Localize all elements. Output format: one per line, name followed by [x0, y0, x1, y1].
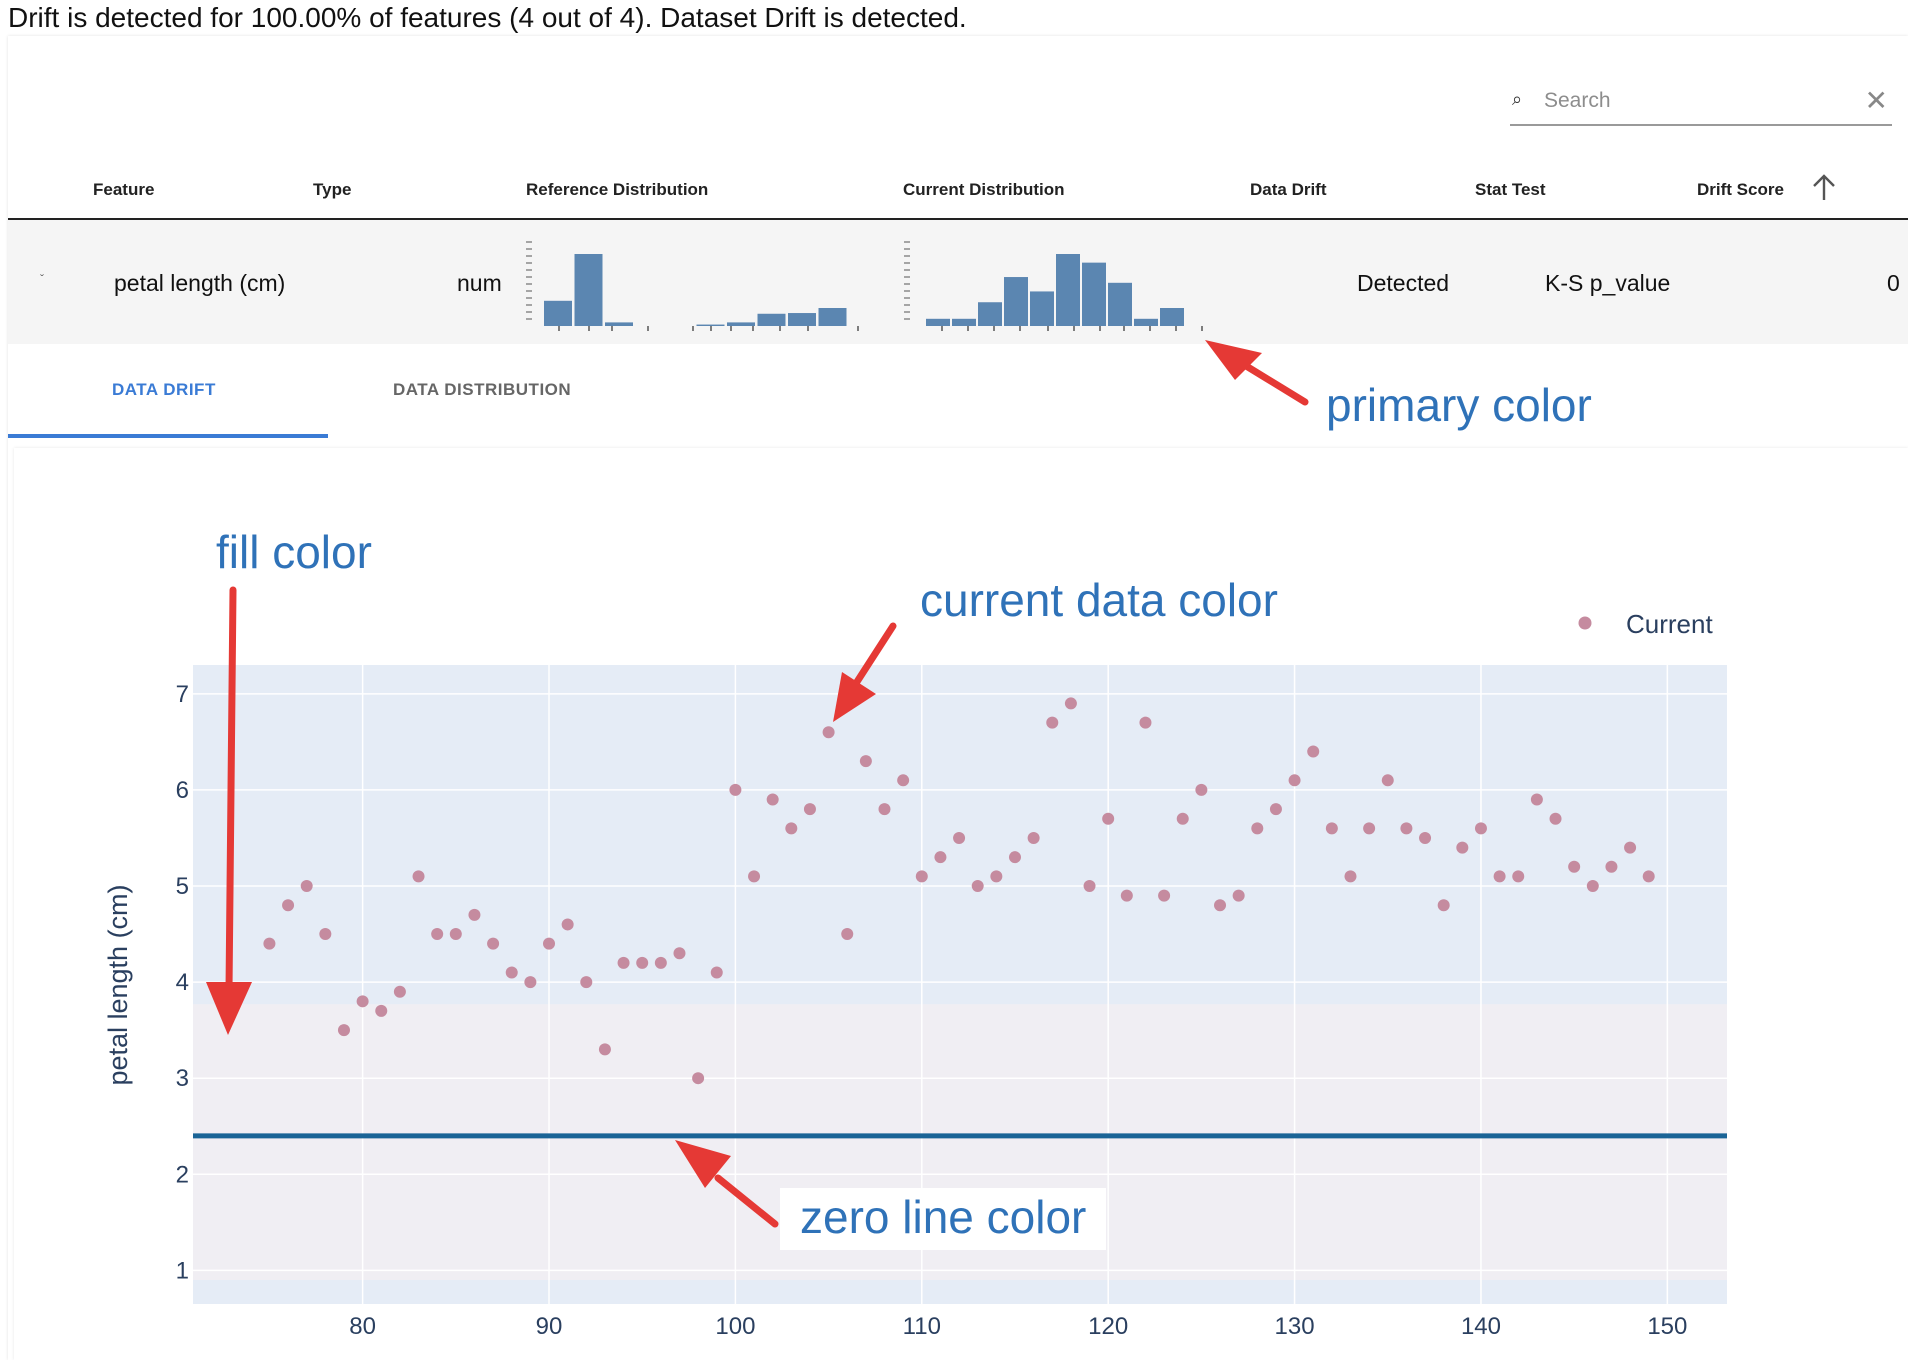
header-data-drift[interactable]: Data Drift	[1250, 180, 1327, 199]
reference-distribution-histogram	[526, 241, 859, 331]
annotation-fill-color: fill color	[216, 526, 372, 578]
search-icon: ⌕	[1512, 89, 1523, 109]
reference-hist-bar	[788, 313, 816, 326]
annotation-zero-line-box: zero line color	[780, 1188, 1107, 1250]
reference-hist-axis	[526, 241, 532, 320]
header-feature[interactable]: Feature	[93, 180, 155, 199]
current-hist-bar	[1030, 291, 1054, 326]
current-hist-bar	[1160, 308, 1184, 326]
close-icon[interactable]: ✕	[1864, 85, 1888, 116]
current-hist-bar	[1056, 254, 1080, 326]
drift-score-value: 0	[1887, 270, 1900, 296]
current-hist-bar	[1134, 318, 1158, 326]
current-hist-bar	[1004, 277, 1028, 326]
drift-summary: Drift is detected for 100.00% of feature…	[8, 2, 967, 33]
feature-type: num	[457, 270, 502, 296]
annotation-zero-line-color: zero line color	[800, 1191, 1087, 1243]
sort-arrow-up-icon[interactable]	[1809, 172, 1839, 204]
header-reference-distribution: Reference Distribution	[526, 180, 709, 199]
tab-data-distribution[interactable]: DATA DISTRIBUTION	[393, 380, 572, 399]
header-drift-score[interactable]: Drift Score	[1697, 180, 1784, 199]
reference-hist-bar	[818, 308, 847, 326]
current-hist-bar	[926, 318, 950, 326]
header-current-distribution: Current Distribution	[903, 180, 1065, 199]
search-box[interactable]: ⌕ ✕	[1510, 80, 1892, 126]
data-drift-status: Detected	[1357, 270, 1450, 296]
reference-hist-bar	[696, 324, 725, 326]
current-hist-bar	[1108, 282, 1132, 326]
tab-data-drift[interactable]: DATA DRIFT	[112, 380, 216, 399]
annotation-primary-color: primary color	[1326, 379, 1592, 431]
feature-name: petal length (cm)	[114, 270, 286, 296]
stat-test-name: K-S p_value	[1545, 270, 1671, 296]
current-hist-axis	[904, 241, 910, 320]
search-input[interactable]	[1542, 86, 1846, 116]
current-hist-bar	[978, 302, 1002, 326]
header-divider	[8, 218, 1908, 220]
reference-hist-bar	[574, 254, 603, 326]
annotation-current-data-color: current data color	[920, 574, 1278, 626]
header-stat-test[interactable]: Stat Test	[1475, 180, 1546, 199]
current-hist-bar	[952, 318, 976, 326]
reference-hist-bar	[727, 322, 755, 326]
header-type[interactable]: Type	[313, 180, 352, 199]
current-hist-bar	[1082, 262, 1106, 326]
reference-hist-bar	[757, 313, 786, 326]
current-distribution-histogram	[904, 241, 1203, 331]
reference-hist-bar	[605, 322, 633, 326]
expand-row-icon[interactable]: ˇ	[40, 272, 44, 286]
reference-hist-bar	[544, 300, 572, 326]
active-tab-indicator	[8, 434, 328, 438]
